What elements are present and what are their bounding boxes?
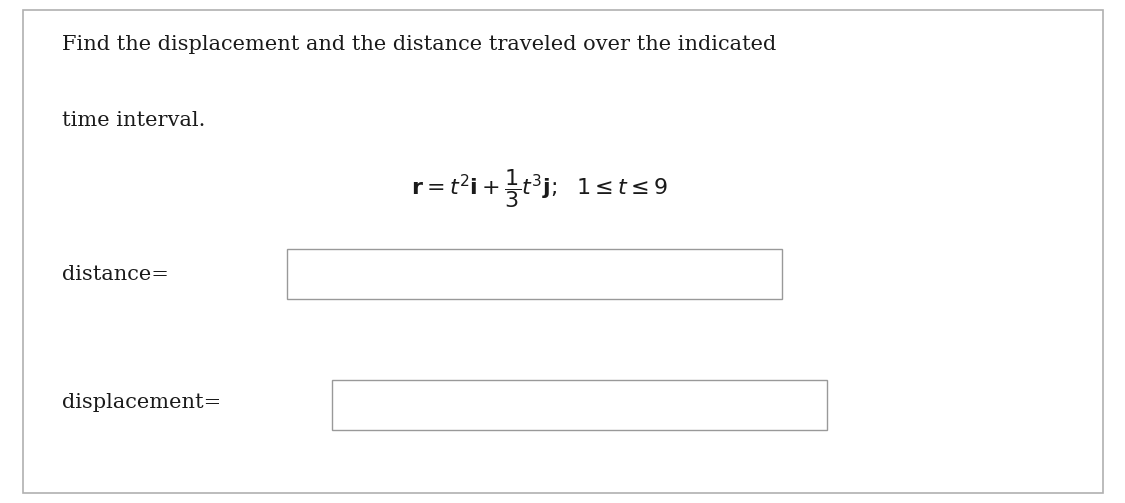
FancyBboxPatch shape — [22, 10, 1102, 493]
Text: Find the displacement and the distance traveled over the indicated: Find the displacement and the distance t… — [62, 35, 776, 54]
Text: $\mathbf{r} = t^2\mathbf{i} + \dfrac{1}{3}t^3\mathbf{j};\ \ 1 \leq t \leq 9$: $\mathbf{r} = t^2\mathbf{i} + \dfrac{1}{… — [412, 167, 668, 210]
FancyBboxPatch shape — [287, 249, 782, 299]
FancyBboxPatch shape — [332, 380, 827, 430]
Text: distance=: distance= — [62, 265, 169, 284]
Text: time interval.: time interval. — [62, 111, 205, 130]
Text: displacement=: displacement= — [62, 393, 222, 412]
